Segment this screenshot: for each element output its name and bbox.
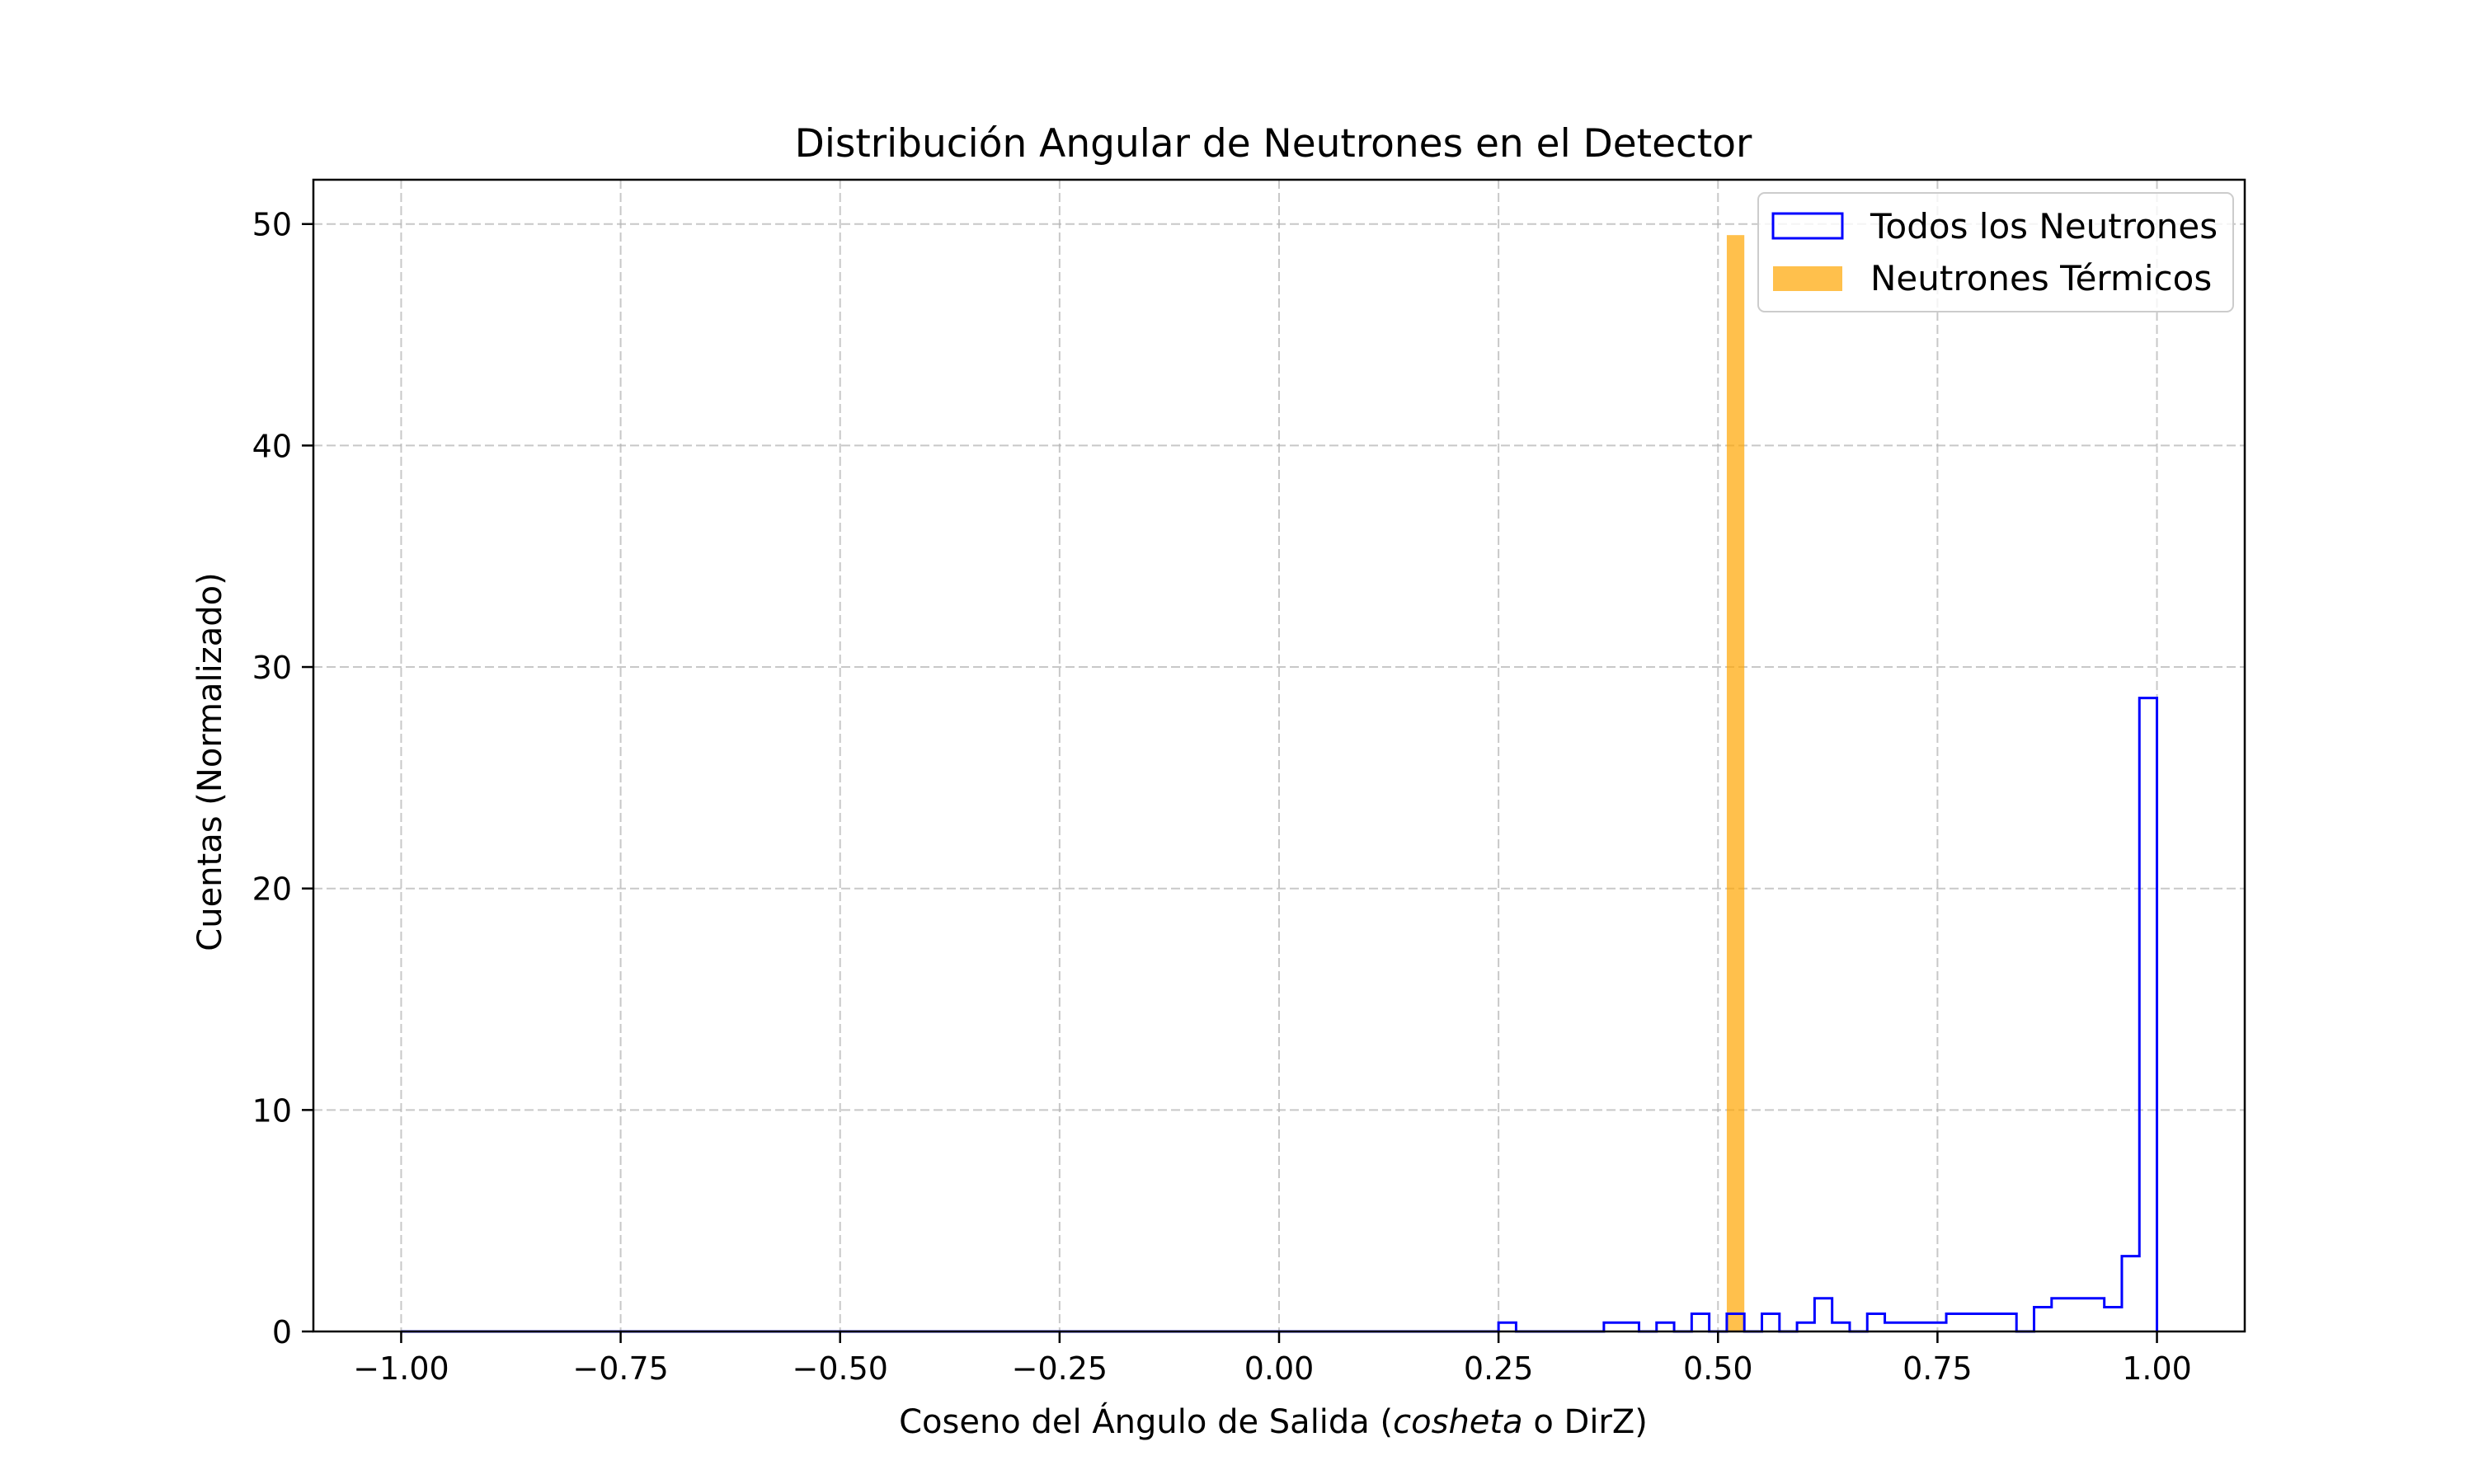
x-tick-label: 0.00 [1244,1350,1315,1387]
grid [313,180,2245,1332]
x-tick-label: 0.75 [1903,1350,1973,1387]
legend-swatch-thermal-neutrons [1773,266,1842,291]
y-tick-label: 50 [252,207,292,243]
x-tick-label: −0.50 [793,1350,888,1387]
axes [302,178,2246,1343]
x-tick-label: 0.25 [1464,1350,1534,1387]
thermal-neutrons-bar [1726,235,1745,1331]
x-axis-label: Coseno del Ángulo de Salida (cosheta o D… [899,1402,1648,1441]
y-tick-label: 40 [252,428,292,464]
x-tick-label: 1.00 [2122,1350,2192,1387]
chart-title: Distribución Angular de Neutrones en el … [795,121,1752,167]
x-tick-label: −1.00 [353,1350,449,1387]
legend-label-thermal-neutrons: Neutrones Térmicos [1870,258,2212,298]
legend-box [1757,192,2234,312]
legend-label-all-neutrons: Todos los Neutrones [1870,206,2218,247]
x-axis-label-italic: cosheta [1393,1403,1522,1441]
x-axis-label-suffix: o DirZ) [1523,1403,1648,1441]
x-tick-label: −0.25 [1012,1350,1108,1387]
y-tick-label: 20 [252,871,292,908]
x-axis-label-prefix: Coseno del Ángulo de Salida ( [899,1402,1393,1441]
y-tick-label: 0 [272,1314,292,1350]
y-tick-label: 10 [252,1092,292,1129]
x-tick-label: −0.75 [572,1350,668,1387]
legend: Todos los Neutrones Neutrones Térmicos [1757,192,2234,312]
x-tick-label: 0.50 [1683,1350,1753,1387]
labels: −1.00 −0.75 −0.50 −0.25 0.00 0.25 0.50 0.75 1.00… [252,207,2192,1387]
y-axis-label: Cuentas (Normalizado) [191,572,229,951]
legend-swatch-all-neutrons [1771,212,1844,240]
y-tick-label: 30 [252,650,292,686]
